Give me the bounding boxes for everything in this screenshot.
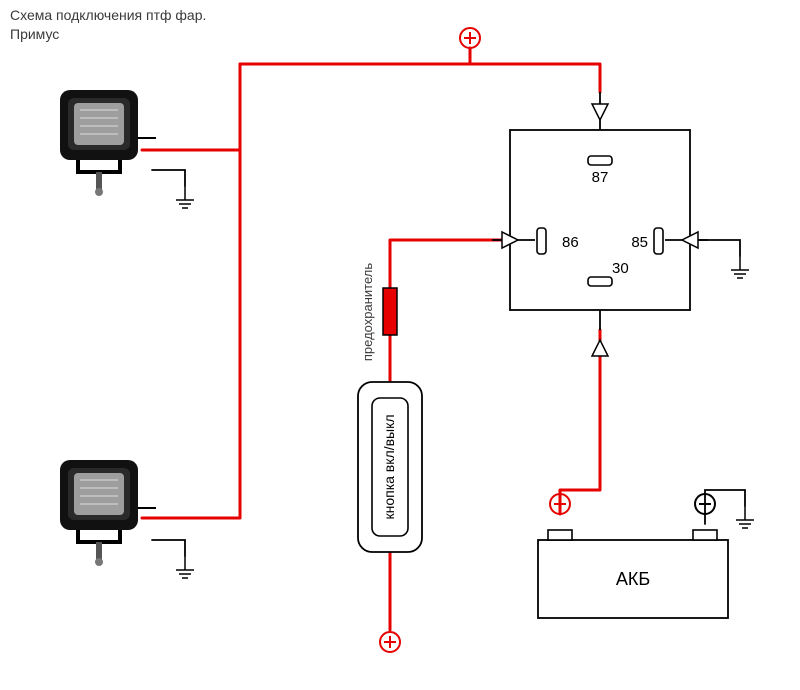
switch-label: кнопка вкл/выкл — [381, 414, 397, 519]
relay-pin-30: 30 — [612, 260, 629, 277]
relay-pin-85: 85 — [631, 234, 648, 251]
ground-icon — [736, 506, 754, 528]
fog-lamp-top-icon — [60, 90, 156, 196]
schematic-svg: 87 86 85 30 кнопка вкл/выкл предохраните… — [0, 0, 800, 690]
relay-pin-87: 87 — [592, 169, 609, 186]
relay-pin-86: 86 — [562, 234, 579, 251]
relay-icon: 87 86 85 30 — [510, 130, 690, 310]
ground-icon — [731, 256, 749, 278]
ground-icon — [176, 186, 194, 208]
wiring-diagram: Схема подключения птф фар. Примус — [0, 0, 800, 690]
fuse-icon — [383, 288, 397, 335]
ground-icon — [176, 556, 194, 578]
arrow-icon — [592, 340, 608, 356]
plus-terminal-icon — [380, 632, 400, 652]
arrow-icon — [592, 104, 608, 120]
plus-terminal-icon — [460, 28, 480, 48]
fog-lamp-bottom-icon — [60, 460, 156, 566]
battery-label: АКБ — [616, 569, 650, 589]
fuse-label: предохранитель — [360, 263, 375, 361]
